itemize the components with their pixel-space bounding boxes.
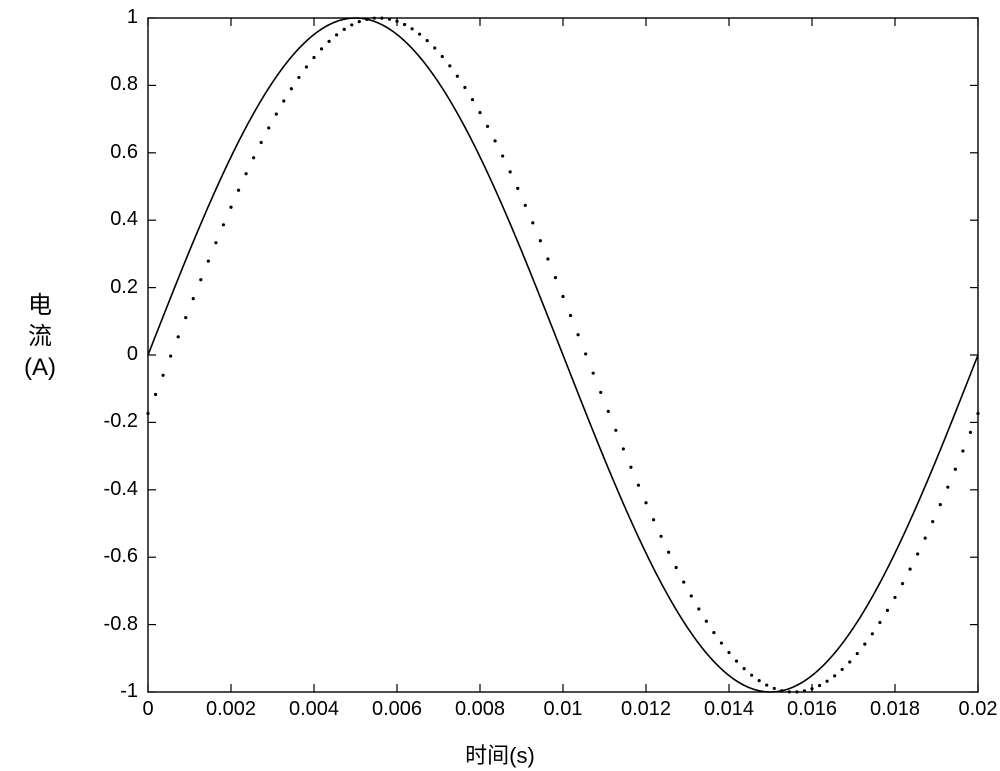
y-tick-label: 0.4: [110, 208, 138, 231]
x-tick-label: 0.002: [191, 698, 271, 721]
y-axis-label-line-1: 流: [10, 321, 70, 352]
x-tick-label: 0.012: [606, 698, 686, 721]
y-tick-label: -1: [120, 680, 138, 703]
y-tick-label: -0.8: [104, 613, 138, 636]
chart-svg: [0, 0, 1000, 771]
y-tick-label: -0.4: [104, 478, 138, 501]
x-tick-label: 0.006: [357, 698, 437, 721]
figure-container: 电 流 (A) 时间(s) 00.0020.0040.0060.0080.010…: [0, 0, 1000, 771]
y-tick-label: 1: [127, 6, 138, 29]
y-tick-label: 0: [127, 343, 138, 366]
x-axis-label: 时间(s): [0, 738, 1000, 770]
x-tick-label: 0.008: [440, 698, 520, 721]
y-tick-label: 0.8: [110, 73, 138, 96]
x-tick-label: 0.014: [689, 698, 769, 721]
series-solid-sine: [148, 18, 978, 692]
y-tick-label: -0.2: [104, 410, 138, 433]
y-tick-label: 0.6: [110, 141, 138, 164]
x-tick-label: 0.01: [523, 698, 603, 721]
y-axis-label: 电 流 (A): [10, 290, 70, 384]
x-tick-label: 0.018: [855, 698, 935, 721]
x-tick-label: 0.016: [772, 698, 852, 721]
y-axis-label-line-2: (A): [10, 352, 70, 383]
y-axis-label-line-0: 电: [10, 290, 70, 321]
y-tick-label: -0.6: [104, 545, 138, 568]
y-tick-label: 0.2: [110, 276, 138, 299]
x-tick-label: 0.02: [938, 698, 1000, 721]
x-tick-label: 0.004: [274, 698, 354, 721]
